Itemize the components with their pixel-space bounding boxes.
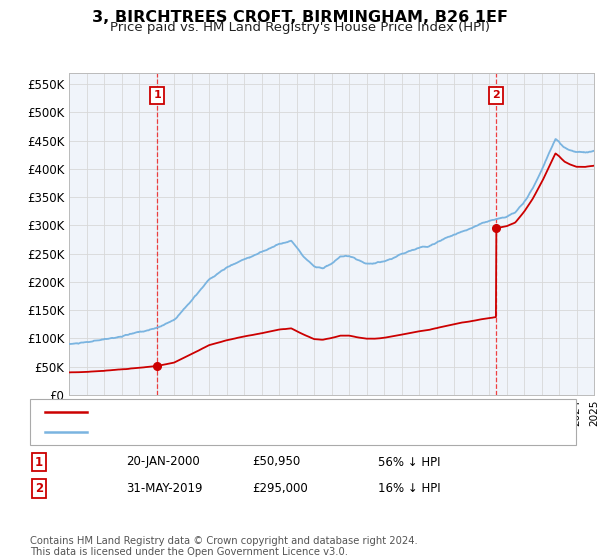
Text: 2: 2 [35,482,43,495]
Text: 31-MAY-2019: 31-MAY-2019 [126,482,203,495]
Text: 3, BIRCHTREES CROFT, BIRMINGHAM, B26 1EF: 3, BIRCHTREES CROFT, BIRMINGHAM, B26 1EF [92,10,508,25]
Text: 16% ↓ HPI: 16% ↓ HPI [378,482,440,495]
Text: 56% ↓ HPI: 56% ↓ HPI [378,455,440,469]
Text: £50,950: £50,950 [252,455,300,469]
Text: Contains HM Land Registry data © Crown copyright and database right 2024.
This d: Contains HM Land Registry data © Crown c… [30,535,418,557]
Text: 20-JAN-2000: 20-JAN-2000 [126,455,200,469]
Text: 1: 1 [35,455,43,469]
Text: £295,000: £295,000 [252,482,308,495]
Text: HPI: Average price, detached house, Birmingham: HPI: Average price, detached house, Birm… [96,427,371,437]
Text: 2: 2 [493,90,500,100]
Text: Price paid vs. HM Land Registry's House Price Index (HPI): Price paid vs. HM Land Registry's House … [110,21,490,34]
Text: 3, BIRCHTREES CROFT, BIRMINGHAM, B26 1EF (detached house): 3, BIRCHTREES CROFT, BIRMINGHAM, B26 1EF… [96,407,456,417]
Text: 1: 1 [154,90,161,100]
